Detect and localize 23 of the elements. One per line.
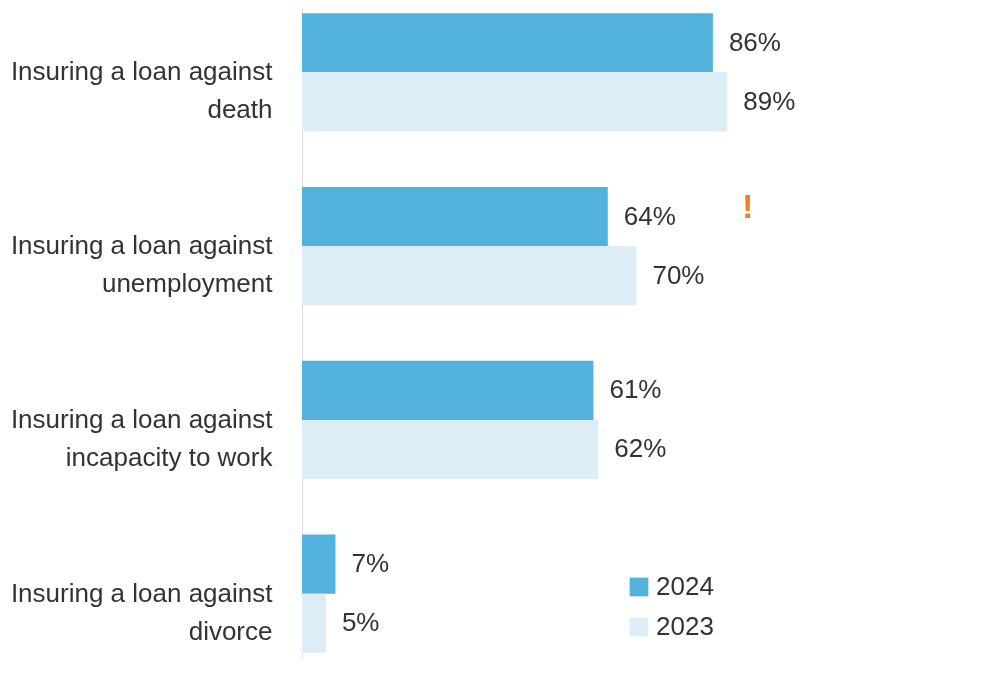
bar bbox=[302, 534, 336, 594]
data-label: 86% bbox=[728, 26, 781, 57]
data-label: 70% bbox=[652, 259, 705, 290]
legend-label: 2024 bbox=[656, 571, 714, 601]
data-label: 62% bbox=[614, 433, 667, 464]
text: ! bbox=[742, 187, 754, 225]
bar bbox=[302, 360, 594, 420]
y-tick-label: Insuring a loan against death bbox=[10, 56, 274, 125]
data-label: 64% bbox=[623, 200, 676, 231]
data-label: 61% bbox=[609, 374, 662, 405]
data-label: 89% bbox=[743, 85, 796, 116]
y-tick-label: Insuring a loan against divorce bbox=[10, 577, 274, 646]
bar bbox=[302, 72, 728, 132]
y-tick-label: Insuring a loan against incapacity to work bbox=[10, 403, 274, 472]
bar bbox=[302, 13, 713, 73]
bar bbox=[302, 187, 608, 247]
y-tick-label: Insuring a loan against unemployment bbox=[10, 230, 274, 299]
bar bbox=[302, 419, 599, 479]
bar bbox=[302, 246, 637, 306]
data-label: 7% bbox=[351, 548, 390, 579]
data-label: 5% bbox=[341, 607, 380, 638]
bar bbox=[302, 593, 326, 653]
legend-label: 2023 bbox=[656, 611, 714, 641]
